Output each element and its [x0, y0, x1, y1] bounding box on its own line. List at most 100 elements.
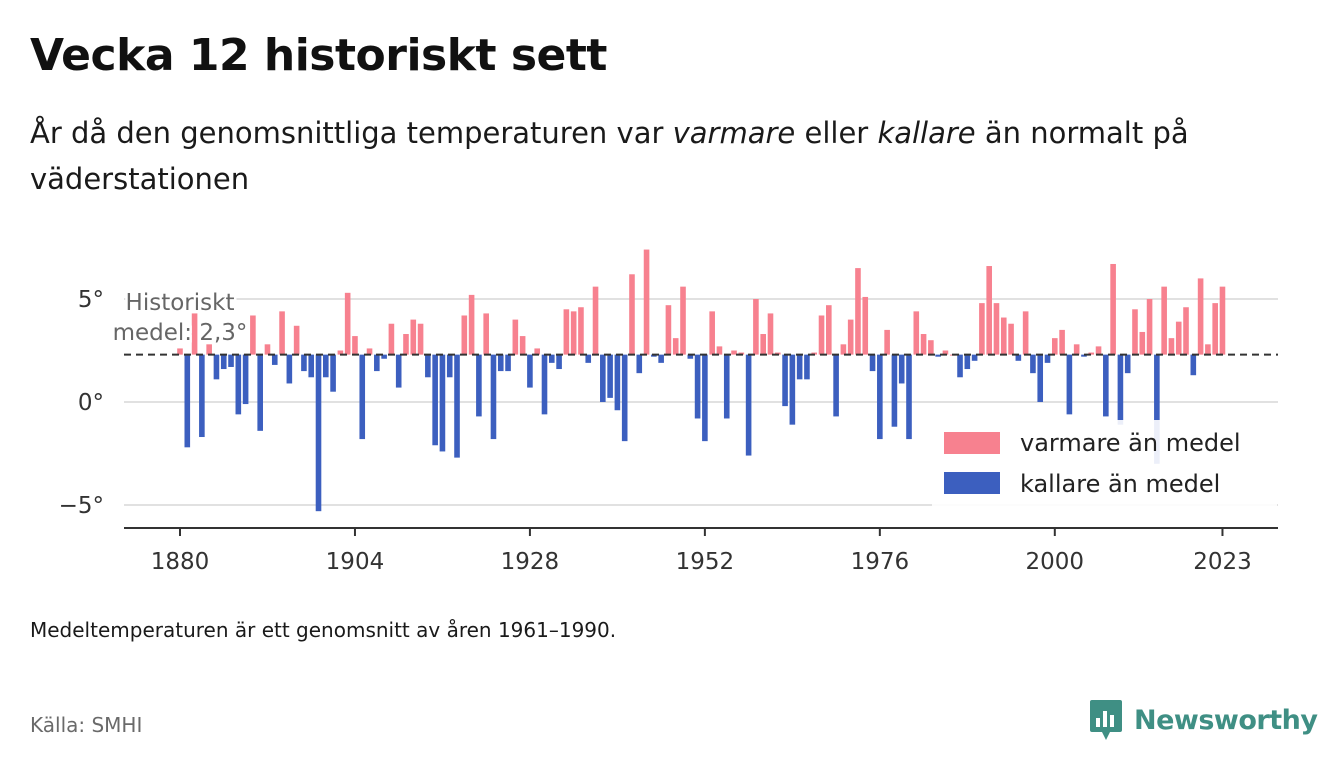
- cold-bar: [833, 354, 839, 417]
- cold-bar: [439, 354, 446, 452]
- subtitle-cold-word: kallare: [877, 116, 976, 150]
- source-label: Källa: SMHI: [30, 713, 143, 737]
- warm-bar: [177, 348, 183, 355]
- warm-bar: [738, 352, 745, 355]
- warm-bar: [417, 323, 424, 355]
- legend-label-warm: varmare än medel: [1020, 429, 1241, 457]
- cold-bar: [395, 354, 402, 388]
- warm-bar: [928, 340, 934, 355]
- cold-bar: [213, 354, 220, 380]
- cold-bar: [1154, 354, 1160, 464]
- baseline-label-line2: medel: 2,3°: [113, 320, 248, 346]
- warm-bar: [920, 334, 927, 355]
- cold-bar: [964, 354, 971, 370]
- warm-bar: [519, 336, 526, 355]
- warm-bar: [293, 325, 300, 355]
- warm-bar: [1161, 286, 1167, 355]
- warm-bar: [1059, 329, 1065, 355]
- x-tick-label: 1952: [676, 549, 735, 575]
- warm-bar: [862, 296, 869, 355]
- x-tick-label: 1928: [501, 549, 560, 575]
- warm-bar: [847, 319, 854, 355]
- warm-bar: [1073, 344, 1080, 355]
- warm-bar: [191, 313, 198, 355]
- legend-label-cold: kallare än medel: [1020, 470, 1220, 498]
- cold-bar: [541, 354, 548, 415]
- cold-bar: [454, 354, 460, 458]
- warm-bar: [344, 292, 351, 355]
- warm-bar: [592, 286, 599, 355]
- cold-bar: [636, 354, 643, 374]
- cold-bar: [782, 354, 788, 407]
- x-tick-label: 1880: [151, 549, 210, 575]
- cold-bar: [257, 354, 263, 431]
- warm-bar: [1139, 331, 1146, 355]
- warm-bar: [731, 350, 737, 355]
- warm-bar: [1219, 286, 1226, 355]
- warm-bar: [1197, 278, 1204, 355]
- warm-bar: [643, 249, 650, 355]
- cold-bar: [199, 354, 205, 438]
- cold-bar: [476, 354, 482, 417]
- warm-bar: [563, 309, 570, 355]
- warm-bar: [206, 344, 212, 355]
- cold-bar: [891, 354, 898, 427]
- warm-bar: [942, 350, 949, 355]
- temperature-bar-chart: −5° 0° 5° Historiskt medel: 2,3° 1880 1904 1928…: [59, 249, 1278, 575]
- warm-bar: [250, 315, 256, 355]
- cold-bar: [242, 354, 249, 405]
- cold-bar: [1044, 354, 1051, 363]
- cold-bar: [585, 354, 592, 363]
- warm-bar: [578, 307, 584, 355]
- cold-bar: [1030, 354, 1036, 374]
- warm-bar: [1022, 311, 1029, 355]
- cold-bar: [184, 354, 191, 448]
- warm-bar: [913, 311, 920, 355]
- warm-bar: [410, 319, 417, 355]
- cold-bar: [323, 354, 329, 378]
- cold-bar: [614, 354, 621, 411]
- cold-bar: [869, 354, 876, 372]
- cold-bar: [745, 354, 752, 456]
- cold-bar: [804, 354, 810, 380]
- warm-bar: [1110, 263, 1116, 355]
- warm-bar: [855, 268, 861, 355]
- warm-bar: [986, 266, 992, 355]
- warm-bar: [388, 323, 395, 355]
- cold-bar: [1103, 354, 1109, 417]
- cold-bar: [381, 354, 387, 359]
- warm-bar: [818, 315, 825, 355]
- newsworthy-logo-icon: [1090, 700, 1122, 740]
- cold-bar: [235, 354, 242, 415]
- warm-bar: [1052, 338, 1058, 355]
- warm-bar: [337, 350, 344, 355]
- cold-bar: [651, 354, 657, 357]
- warm-bar: [826, 305, 832, 355]
- warm-bar: [629, 274, 635, 355]
- y-tick-label: 0°: [78, 390, 104, 416]
- cold-bar: [330, 354, 336, 392]
- cold-bar: [432, 354, 438, 446]
- warm-bar: [403, 334, 409, 355]
- footnote: Medeltemperaturen är ett genomsnitt av å…: [30, 618, 617, 642]
- warm-bar: [979, 303, 985, 355]
- legend-swatch-cold: [944, 472, 1000, 494]
- warm-bar: [1000, 317, 1007, 355]
- warm-bar: [570, 311, 577, 355]
- brand-logo: Newsworthy: [1088, 698, 1318, 742]
- warm-bar: [279, 311, 285, 355]
- warm-bar: [512, 319, 519, 355]
- y-tick-label: −5°: [59, 493, 104, 519]
- warm-bar: [1088, 352, 1095, 355]
- warm-bar: [884, 329, 890, 355]
- cold-bar: [446, 354, 453, 378]
- cold-bar: [497, 354, 504, 372]
- cold-bar: [877, 354, 883, 440]
- cold-bar: [548, 354, 555, 363]
- cold-bar: [957, 354, 963, 378]
- cold-bar: [490, 354, 497, 440]
- cold-bar: [228, 354, 234, 367]
- warm-bar: [468, 294, 475, 355]
- cold-bar: [425, 354, 431, 378]
- cold-bar: [359, 354, 366, 440]
